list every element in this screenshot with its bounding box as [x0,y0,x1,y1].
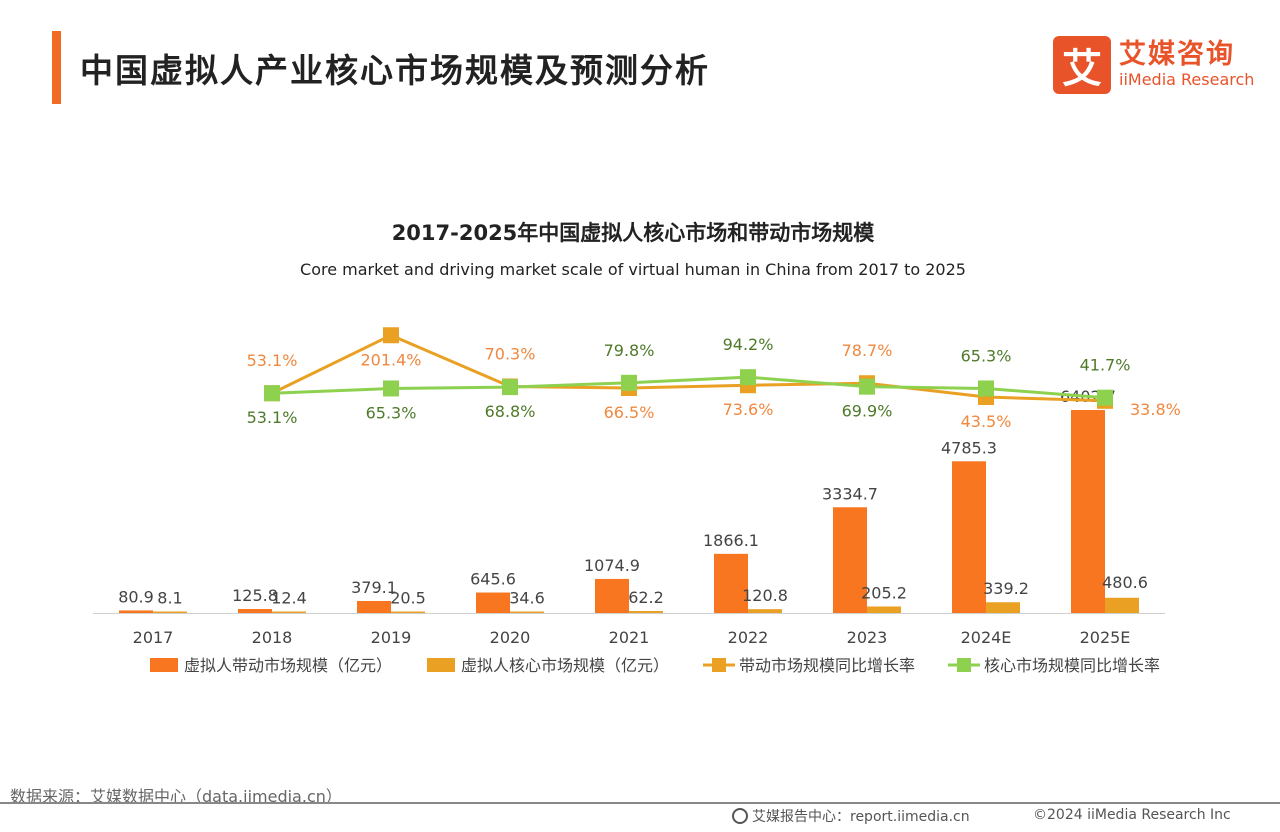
globe-icon [732,808,748,824]
footer-site-text: 艾媒报告中心：report.iimedia.cn [752,809,970,825]
bar-core-market [272,611,306,613]
bar-core-market [867,606,901,613]
bar-label-driving: 1074.9 [584,556,640,575]
bar-driving-market [357,600,391,613]
line-marker [383,380,399,397]
line-marker [740,369,756,386]
line-marker [859,378,875,395]
bar-core-market [748,609,782,613]
line-label: 94.2% [723,335,774,354]
chart-title: 2017-2025年中国虚拟人核心市场和带动市场规模 [392,221,876,245]
bar-label-driving: 3334.7 [822,484,878,503]
line-label: 68.8% [485,402,536,421]
chart-subtitle: Core market and driving market scale of … [300,260,966,279]
logo-en: iiMedia Research [1119,70,1255,89]
title-accent-bar [52,31,61,104]
bar-label-core: 480.6 [1102,573,1148,592]
line-label: 79.8% [604,341,655,360]
line-driving-growth [271,333,1106,403]
bar-driving-market [952,461,986,613]
footer-copyright: ©2024 iiMedia Research Inc [1033,807,1231,823]
bar-label-core: 120.8 [742,586,788,605]
bar-core-market [391,611,425,613]
bar-label-core: 12.4 [271,589,307,608]
line-label: 53.1% [247,408,298,427]
x-tick-label: 2020 [490,628,531,647]
line-marker [1097,389,1113,406]
footer-divider [0,802,1280,804]
bar-label-core: 34.6 [509,589,545,608]
line-marker [502,379,518,396]
legend-swatch [427,658,455,672]
line-label: 33.8% [1130,400,1181,419]
bar-driving-market [714,553,748,613]
line-label: 43.5% [961,412,1012,431]
bar-core-market [510,611,544,613]
iimedia-logo: 艾 艾媒咨询 iiMedia Research [1053,36,1254,94]
line-core-growth [271,375,1106,400]
bar-label-driving: 125.8 [232,586,278,605]
bar-label-core: 20.5 [390,589,426,608]
bar-label-driving: 80.9 [118,587,154,606]
line-label: 65.3% [366,403,417,422]
line-label: 41.7% [1080,356,1131,375]
logo-cn: 艾媒咨询 [1119,39,1235,70]
x-tick-label: 2021 [609,628,650,647]
page-title: 中国虚拟人产业核心市场规模及预测分析 [80,51,710,90]
bar-driving-market [595,578,629,613]
bar-label-driving: 1866.1 [703,531,759,550]
line-label: 66.5% [604,403,655,422]
x-tick-label: 2024E [961,628,1012,647]
bar-label-core: 8.1 [157,589,182,608]
bar-label-core: 62.2 [628,588,664,607]
bar-label-core: 339.2 [983,579,1029,598]
chart: 2017-2025年中国虚拟人核心市场和带动市场规模 Core market a… [93,221,1181,675]
x-tick-label: 2022 [728,628,769,647]
line-label: 69.9% [842,402,893,421]
line-label: 65.3% [961,346,1012,365]
data-source: 数据来源：艾媒数据中心（data.iimedia.cn） [10,787,342,806]
line-label: 53.1% [247,351,298,370]
bar-driving-market [833,507,867,613]
line-label: 78.7% [842,341,893,360]
legend-marker [712,658,726,672]
line-marker [264,385,280,402]
bar-core-market [1105,597,1139,613]
bar-label-driving: 4785.3 [941,438,997,457]
line-label: 73.6% [723,400,774,419]
legend-marker [957,658,971,672]
legend-label: 虚拟人核心市场规模（亿元） [461,656,669,675]
bar-driving-market [238,609,272,613]
x-tick-label: 2019 [371,628,412,647]
line-marker [621,374,637,391]
line-marker [978,380,994,397]
bar-core-market [986,602,1020,613]
bar-driving-market [476,592,510,613]
bar-core-market [153,611,187,613]
x-tick-label: 2017 [133,628,174,647]
bar-label-driving: 379.1 [351,578,397,597]
x-tick-label: 2018 [252,628,293,647]
bar-driving-market [119,610,153,613]
bar-core-market [629,611,663,613]
footer-site[interactable]: 艾媒报告中心：report.iimedia.cn [732,806,970,826]
legend-swatch [150,658,178,672]
legend-label: 带动市场规模同比增长率 [739,656,915,675]
x-tick-label: 2023 [847,628,888,647]
logo-mark-icon: 艾 [1053,36,1111,94]
line-label: 201.4% [360,350,421,369]
line-label: 70.3% [485,345,536,364]
bar-driving-market [1071,410,1105,613]
bar-label-core: 205.2 [861,583,907,602]
x-tick-label: 2025E [1080,628,1131,647]
bar-label-driving: 645.6 [470,570,516,589]
line-marker [383,327,399,344]
legend-label: 虚拟人带动市场规模（亿元） [184,656,392,675]
legend-label: 核心市场规模同比增长率 [984,656,1160,675]
